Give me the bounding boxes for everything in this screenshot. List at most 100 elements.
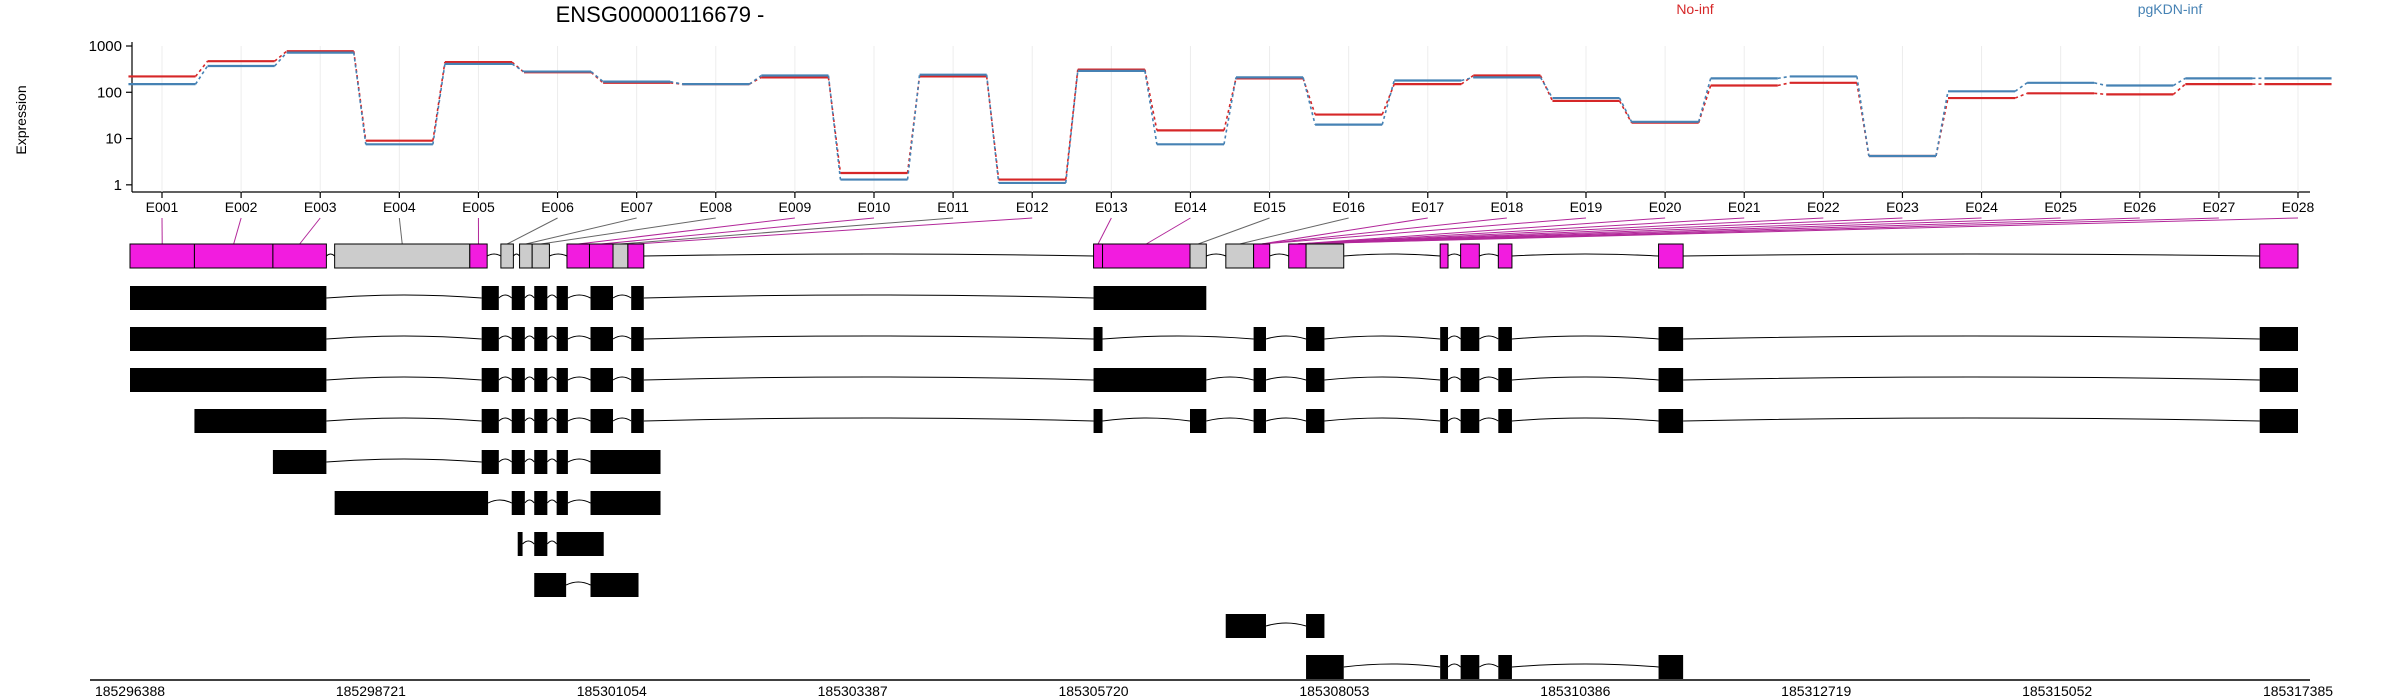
gene-model [129,243,2299,269]
gene-intron [1447,253,1461,257]
transcript-exon [534,368,548,392]
transcript-exon [1498,327,1512,351]
transcript-exon [534,573,567,597]
feature-connector [540,217,716,245]
series-2-transition [1539,76,1554,99]
transcript-exon [511,450,525,474]
transcript-intron [1265,376,1307,381]
transcript-exon [1460,368,1480,392]
transcript-exon [1253,327,1266,351]
x-tick-label: E002 [225,199,258,215]
gene-exon [334,243,471,269]
transcript-intron [1511,663,1659,668]
series-2-transition [1064,70,1079,184]
series-2-transition [274,52,288,67]
transcript-exon [1225,614,1266,638]
series-1-transition [1777,82,1790,87]
gene-exon [627,243,645,269]
transcript-exon [556,450,568,474]
feature-connector [1097,217,1112,245]
transcript-exon [481,286,499,310]
transcript-exon [534,327,548,351]
transcript-exon [590,450,661,474]
transcript-exon [1093,286,1207,310]
transcript-exon [1440,409,1449,433]
transcript-intron [643,335,1094,340]
transcript-intron [487,499,512,504]
genomic-tick-label: 185315052 [2022,683,2092,699]
x-tick-label: E021 [1728,199,1761,215]
transcript-exon [1306,614,1325,638]
transcript-exon [481,409,499,433]
gene-exon [1093,243,1104,269]
gene-exon [1225,243,1255,269]
x-tick-label: E013 [1095,199,1128,215]
gene-exon [2259,243,2299,269]
x-tick-label: E010 [858,199,891,215]
gene-intron [643,253,1094,257]
series-2-transition [1935,91,1949,157]
series-2-transition [352,52,367,145]
series-2-transition [194,65,209,85]
feature-connector [620,217,954,245]
transcript-exon [590,286,614,310]
series-2-transition [1381,80,1395,125]
gene-intron [486,253,502,257]
transcript-exon [2259,368,2298,392]
gene-exon [272,243,327,269]
transcript-exon [1189,409,1207,433]
transcript-exon [534,409,548,433]
transcript-intron [546,458,558,463]
transcript-exon [1498,655,1512,679]
transcript-intron [1206,417,1254,422]
transcript-exon [1658,655,1684,679]
feature-connector [1297,217,1824,245]
x-tick-label: E028 [2282,199,2315,215]
transcript-exon [517,532,523,556]
transcript-exon [1253,409,1266,433]
transcript-exon [272,450,327,474]
x-tick-label: E014 [1174,199,1207,215]
genomic-tick-label: 185296388 [95,683,165,699]
series-2-transition [985,74,1000,184]
gene-exon [519,243,533,269]
transcript-exon [511,409,525,433]
transcript-intron [1683,376,2260,381]
transcript-exon [590,409,614,433]
transcript-exon [511,286,525,310]
feature-connector [1261,217,1507,245]
transcript-intron [612,376,632,381]
transcript-intron [498,417,513,422]
genomic-tick-label: 185312719 [1781,683,1851,699]
x-tick-label: E017 [1411,199,1444,215]
x-tick-label: E001 [146,199,179,215]
series-1-transition [1618,100,1633,124]
series-2-transition [1777,75,1790,80]
transcript-exon [590,491,661,515]
transcript-intron [498,335,513,340]
feature-connector [525,217,637,245]
feature-connector [1297,217,1745,245]
transcript-exon [1658,409,1684,433]
transcript-intron [498,294,513,299]
transcript-intron [643,376,1094,381]
transcript-intron [643,294,1094,299]
exon-connectors [161,217,2299,245]
transcript-exon [194,409,327,433]
x-tick-label: E024 [1965,199,1998,215]
transcript-intron [1683,335,2260,340]
transcript-tracks [130,286,2298,679]
series-1-transition [1223,78,1237,131]
y-axis: 1 10 100 1000 [89,38,133,194]
series-1-transition [2172,83,2186,96]
feature-connector [1261,217,1428,245]
transcript-exon [2259,409,2298,433]
x-tick-label: E003 [304,199,337,215]
transcript-exon [556,368,568,392]
transcript-intron [1324,376,1441,381]
transcript-exon [1306,655,1344,679]
gene-exon [588,243,614,269]
gene-exon [500,243,514,269]
transcript-intron [567,335,591,340]
